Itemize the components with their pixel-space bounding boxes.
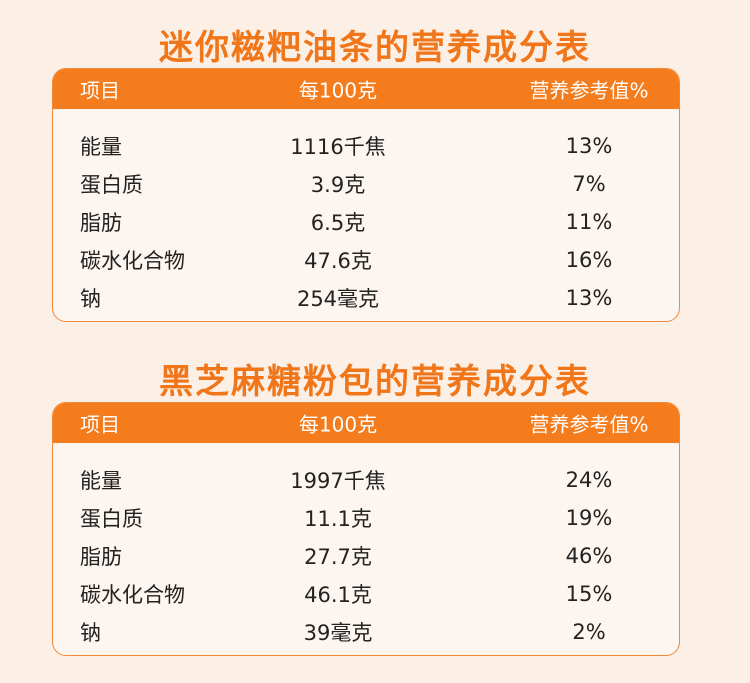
table-cell: 碳水化合物: [80, 583, 185, 607]
table-cell: 脂肪: [80, 545, 122, 569]
table-cell: 脂肪: [80, 211, 122, 235]
header-row: 项目 每100克 营养参考值%: [53, 69, 679, 109]
table-cell: 蛋白质: [80, 507, 143, 531]
table-cell: 能量: [80, 135, 122, 159]
nutrition-table: 项目 每100克 营养参考值% 能量 1116千焦 13% 蛋白质 3.9克 7% 脂肪 6.5克 1…: [52, 68, 680, 322]
table-cell: 钠: [80, 287, 101, 311]
header-row: 项目 每100克 营养参考值%: [53, 403, 679, 443]
table-cell: 碳水化合物: [80, 249, 185, 273]
table-title: 迷你糍粑油条的营养成分表: [159, 28, 591, 68]
table-cell: 蛋白质: [80, 173, 143, 197]
header-cell: 项目: [80, 412, 120, 437]
table-title: 黑芝麻糖粉包的营养成分表: [159, 362, 591, 402]
table-cell: 钠: [80, 621, 101, 645]
nutrition-table: 项目 每100克 营养参考值% 能量 1997千焦 24% 蛋白质 11.1克 19% 脂肪 27.…: [52, 402, 680, 656]
table-cell: 能量: [80, 469, 122, 493]
header-cell: 项目: [80, 78, 120, 103]
